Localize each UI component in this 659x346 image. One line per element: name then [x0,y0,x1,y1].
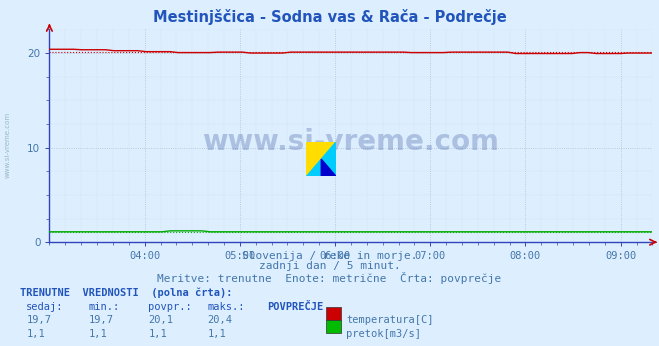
Text: maks.:: maks.: [208,302,245,312]
Text: Meritve: trenutne  Enote: metrične  Črta: povprečje: Meritve: trenutne Enote: metrične Črta: … [158,272,501,284]
Text: www.si-vreme.com: www.si-vreme.com [5,112,11,179]
Text: www.si-vreme.com: www.si-vreme.com [202,128,500,156]
Text: 1,1: 1,1 [148,329,167,339]
Text: 20,1: 20,1 [148,315,173,325]
Text: temperatura[C]: temperatura[C] [346,315,434,325]
Text: 19,7: 19,7 [89,315,114,325]
Text: Mestinjščica - Sodna vas & Rača - Podrečje: Mestinjščica - Sodna vas & Rača - Podreč… [153,9,506,25]
Text: min.:: min.: [89,302,120,312]
Text: Slovenija / reke in morje.: Slovenija / reke in morje. [242,251,417,261]
Text: sedaj:: sedaj: [26,302,64,312]
Polygon shape [306,142,336,176]
Text: zadnji dan / 5 minut.: zadnji dan / 5 minut. [258,261,401,271]
Text: TRENUTNE  VREDNOSTI  (polna črta):: TRENUTNE VREDNOSTI (polna črta): [20,288,232,298]
Polygon shape [322,159,336,176]
Text: 19,7: 19,7 [26,315,51,325]
Text: povpr.:: povpr.: [148,302,192,312]
Text: 1,1: 1,1 [208,329,226,339]
Text: 1,1: 1,1 [26,329,45,339]
Polygon shape [306,142,336,176]
Text: POVPREČJE: POVPREČJE [267,302,323,312]
Text: 20,4: 20,4 [208,315,233,325]
Text: pretok[m3/s]: pretok[m3/s] [346,329,421,339]
Text: 1,1: 1,1 [89,329,107,339]
